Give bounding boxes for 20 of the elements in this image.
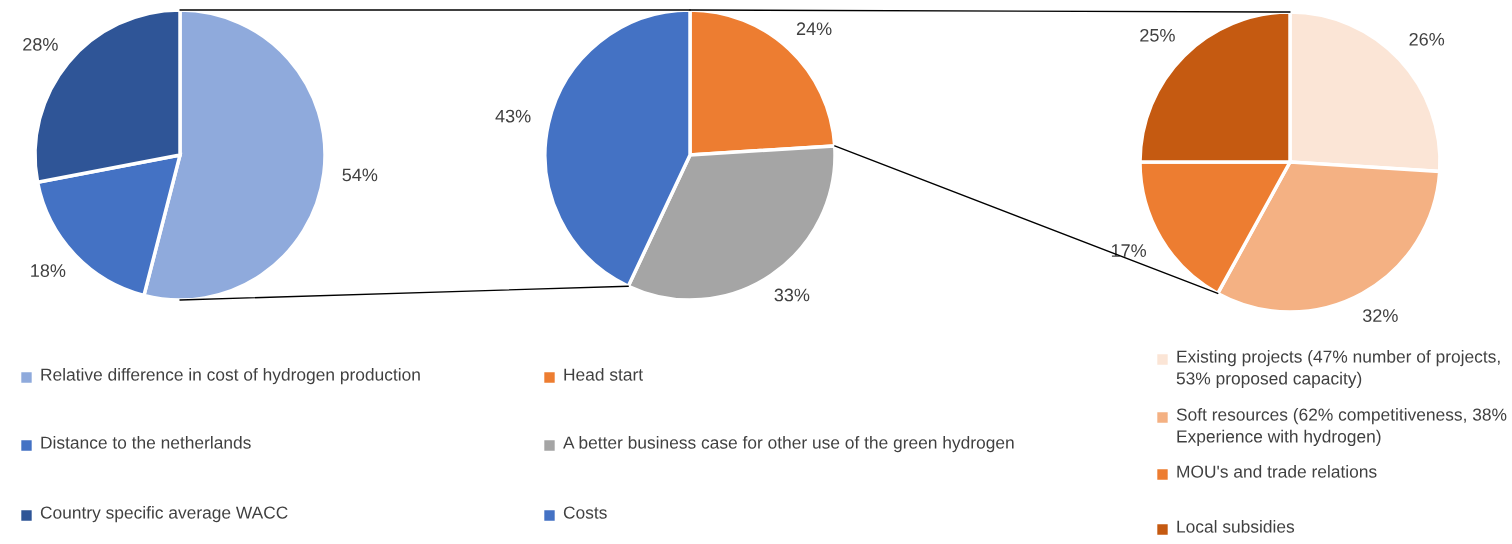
legend-label: Head start (564, 368, 643, 381)
data-label: 33% (774, 288, 810, 302)
data-label: 54% (342, 168, 378, 182)
data-label: 43% (495, 109, 531, 123)
legend-label: Costs (563, 506, 607, 519)
legend-label: A better business case for other use of the green hydrogen (563, 436, 1014, 453)
legend-label: Country specific average WACC (40, 506, 288, 523)
legend-label: Relative difference in cost of hydrogen production (41, 368, 420, 385)
data-label: 25% (1140, 28, 1175, 42)
legend-label: Soft resources (62% competitiveness, 38% Experience with hydrogen) (1176, 408, 1507, 447)
legend-label: Local subsidies (1177, 520, 1295, 533)
data-label: 24% (796, 22, 832, 36)
data-label: 32% (1362, 309, 1398, 322)
data-label: 17% (1111, 244, 1147, 257)
data-label: 28% (23, 38, 58, 51)
legend-label: MOU's and trade relations (1177, 465, 1377, 478)
legend-label: Existing projects (47% number of projects, 53% proposed capacity) (1176, 350, 1500, 389)
legend-label: Distance to the netherlands (41, 436, 251, 449)
data-label: 26% (1409, 32, 1445, 46)
data-label: 18% (31, 264, 66, 277)
